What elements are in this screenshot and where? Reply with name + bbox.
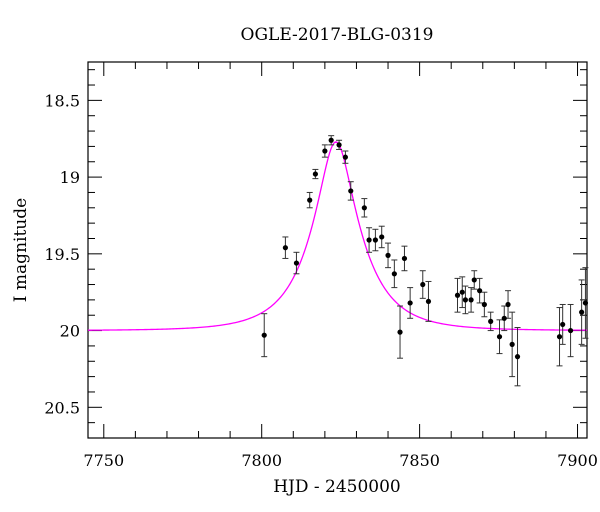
data-point: [501, 315, 507, 321]
data-point: [385, 252, 391, 258]
y-tick-label: 19.5: [44, 245, 80, 264]
data-point: [509, 341, 515, 347]
model-curve: [87, 141, 588, 331]
data-point: [556, 334, 563, 340]
y-tick-label: 20.5: [44, 398, 80, 417]
data-point: [560, 321, 566, 328]
data-point: [322, 148, 328, 154]
data-point: [261, 332, 267, 338]
x-tick-label: 7900: [557, 451, 598, 470]
data-point: [425, 298, 432, 305]
data-point: [336, 142, 342, 148]
data-point: [454, 292, 461, 298]
data-point: [391, 271, 397, 277]
data-point: [401, 255, 408, 262]
data-point: [582, 300, 589, 306]
data-point: [420, 281, 426, 288]
data-point: [477, 288, 483, 294]
data-point: [397, 329, 403, 335]
error-bars: [261, 135, 589, 387]
data-point: [366, 237, 372, 243]
data-point: [342, 154, 348, 160]
data-point: [379, 234, 385, 240]
y-tick-label: 19: [60, 168, 80, 187]
data-point: [312, 171, 318, 177]
tick-labels: 7750 7800 7850 7900 18.5 19 19.5 20 20.5: [44, 91, 598, 470]
data-point: [307, 197, 313, 203]
data-point: [496, 334, 503, 340]
x-tick-label: 7750: [83, 451, 124, 470]
data-point: [459, 289, 465, 295]
data-point: [567, 327, 574, 334]
y-tick-label: 18.5: [44, 91, 80, 110]
data-point: [407, 300, 413, 306]
data-point: [282, 245, 288, 251]
data-point: [462, 297, 469, 303]
data-point: [514, 354, 521, 360]
data-point: [579, 309, 585, 315]
data-point: [348, 188, 354, 194]
data-point: [372, 237, 378, 243]
data-point: [468, 297, 474, 303]
axis-ticks: [88, 62, 587, 438]
x-axis-label: HJD - 2450000: [273, 477, 401, 497]
data-point: [481, 301, 487, 308]
data-point: [328, 137, 334, 143]
y-axis-label: I magnitude: [11, 198, 31, 302]
data-point: [293, 260, 300, 266]
data-point: [361, 205, 367, 211]
data-point: [488, 318, 494, 324]
chart-title: OGLE-2017-BLG-0319: [241, 25, 434, 45]
y-tick-label: 20: [60, 322, 80, 341]
x-tick-label: 7800: [241, 451, 282, 470]
data-points: [261, 137, 589, 360]
data-point: [471, 277, 477, 283]
plot-frame: [87, 61, 588, 439]
data-point: [505, 301, 511, 308]
x-tick-label: 7850: [399, 451, 440, 470]
